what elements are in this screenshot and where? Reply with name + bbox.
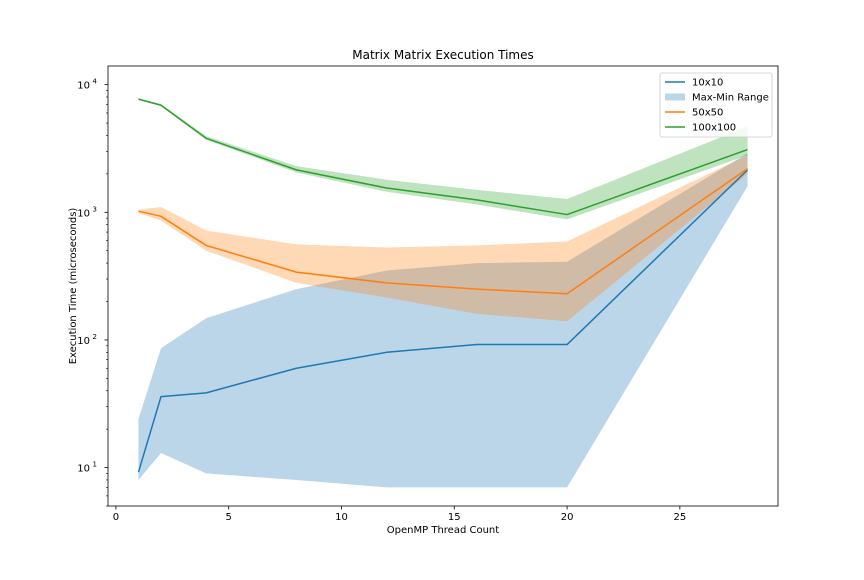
legend-box — [659, 72, 773, 138]
y-tick-exponent: 1 — [93, 461, 97, 469]
y-tick-exponent: 2 — [93, 333, 97, 341]
y-tick-label: 10 — [77, 464, 90, 475]
y-axis-label: Execution Time (microseconds) — [68, 208, 79, 365]
y-tick-exponent: 4 — [93, 78, 98, 86]
x-axis-ticks: 0 5 10 15 20 25 — [113, 506, 687, 523]
y-tick-label: 10 — [77, 81, 90, 92]
legend-swatch-Max-Min Range — [665, 93, 685, 101]
x-tick-label: 25 — [674, 512, 687, 523]
series-lines — [137, 98, 749, 473]
y-tick-label: 10 — [77, 208, 90, 219]
x-tick-label: 20 — [561, 512, 574, 523]
x-tick-label: 15 — [448, 512, 461, 523]
x-axis-label: OpenMP Thread Count — [387, 525, 499, 536]
range-bands — [138, 98, 748, 488]
series-line-50x50 — [138, 167, 748, 295]
y-tick-exponent: 3 — [93, 205, 97, 213]
x-tick-label: 10 — [335, 512, 348, 523]
legend: 10x10 Max-Min Range 50x50 100x100 — [659, 72, 773, 138]
x-tick-label: 0 — [113, 512, 119, 523]
legend-label-50x50: 50x50 — [692, 108, 723, 119]
range-band-100x100 — [138, 98, 748, 220]
range-band-10x10 — [138, 153, 748, 488]
chart-title: Matrix Matrix Execution Times — [352, 48, 534, 62]
legend-label-Max-Min Range: Max-Min Range — [692, 93, 769, 104]
x-tick-label: 5 — [226, 512, 232, 523]
legend-label-100x100: 100x100 — [692, 123, 736, 134]
range-band-50x50 — [138, 155, 748, 322]
series-line-10x10 — [137, 169, 749, 473]
series-line-100x100 — [138, 98, 748, 216]
plot-frame — [107, 65, 779, 507]
legend-label-10x10: 10x10 — [692, 78, 723, 89]
y-tick-label: 10 — [77, 336, 90, 347]
